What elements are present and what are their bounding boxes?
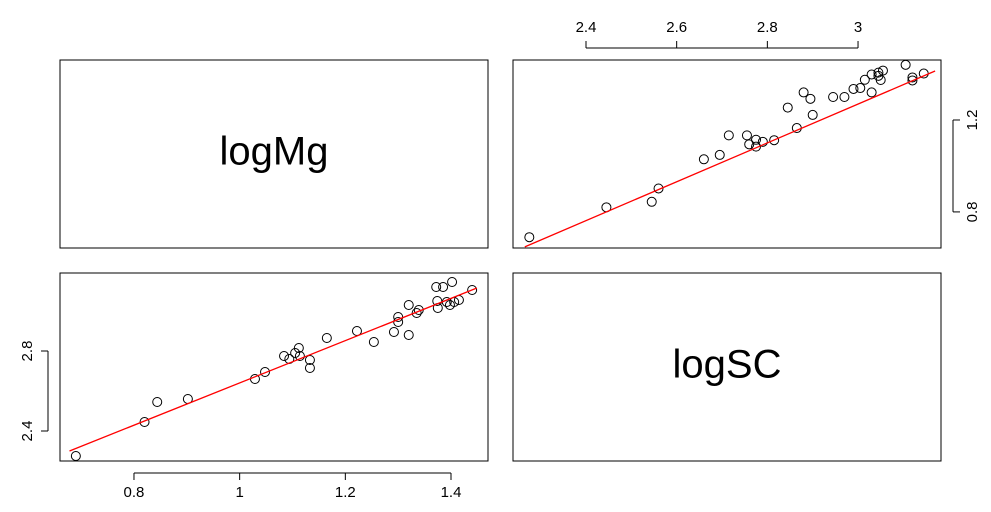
point <box>769 135 780 146</box>
point <box>524 232 535 243</box>
point <box>653 183 664 194</box>
point <box>279 351 290 361</box>
point <box>751 134 762 145</box>
x-tick-label: 3 <box>854 19 862 36</box>
point <box>866 87 877 98</box>
y-tick-label: 1.2 <box>964 110 981 131</box>
point <box>447 277 458 287</box>
point <box>900 59 911 70</box>
y-tick-label: 2.8 <box>19 341 36 362</box>
point <box>839 92 850 103</box>
point <box>321 333 332 343</box>
panel-frame <box>512 272 942 462</box>
point <box>294 351 305 361</box>
point <box>432 296 443 306</box>
point <box>807 109 818 120</box>
variable-label: logSC <box>673 343 782 387</box>
x-tick-label: 1 <box>235 484 243 501</box>
x-tick-label: 0.8 <box>124 484 145 501</box>
point <box>751 141 762 152</box>
point <box>260 367 271 377</box>
point <box>304 363 315 373</box>
point <box>393 312 404 322</box>
variable-label: logMg <box>220 130 329 174</box>
point <box>798 87 809 98</box>
x-tick-label: 2.6 <box>666 19 687 36</box>
point <box>859 74 870 85</box>
point <box>431 282 442 292</box>
point <box>403 330 414 340</box>
point <box>866 69 877 80</box>
point <box>805 93 816 104</box>
point <box>907 72 918 83</box>
x-tick-label: 1.2 <box>335 484 356 501</box>
point <box>714 149 725 160</box>
point <box>152 397 163 407</box>
point <box>139 417 150 427</box>
panel-frame <box>512 59 942 249</box>
x-tick-label: 2.8 <box>757 19 778 36</box>
point <box>293 343 304 353</box>
smooth-line <box>69 287 478 452</box>
point <box>70 451 81 461</box>
y-tick-label: 0.8 <box>964 201 981 222</box>
point <box>744 139 755 150</box>
point <box>368 337 379 347</box>
panel-frame <box>59 272 489 462</box>
point <box>646 196 657 207</box>
point <box>467 285 478 295</box>
point <box>698 154 709 165</box>
point <box>388 327 399 337</box>
point <box>757 136 768 147</box>
point <box>723 130 734 141</box>
x-tick-label: 2.4 <box>576 19 597 36</box>
point <box>855 83 866 94</box>
point <box>828 92 839 103</box>
x-tick-label: 1.4 <box>441 484 462 501</box>
point <box>907 75 918 86</box>
point <box>873 67 884 78</box>
point <box>848 83 859 94</box>
smooth-line <box>524 70 936 248</box>
point <box>741 130 752 141</box>
point <box>411 308 422 318</box>
point <box>782 102 793 113</box>
point <box>438 282 449 292</box>
panel-frame <box>59 59 489 249</box>
y-tick-label: 2.4 <box>19 421 36 442</box>
point <box>877 65 888 76</box>
point <box>403 300 414 310</box>
